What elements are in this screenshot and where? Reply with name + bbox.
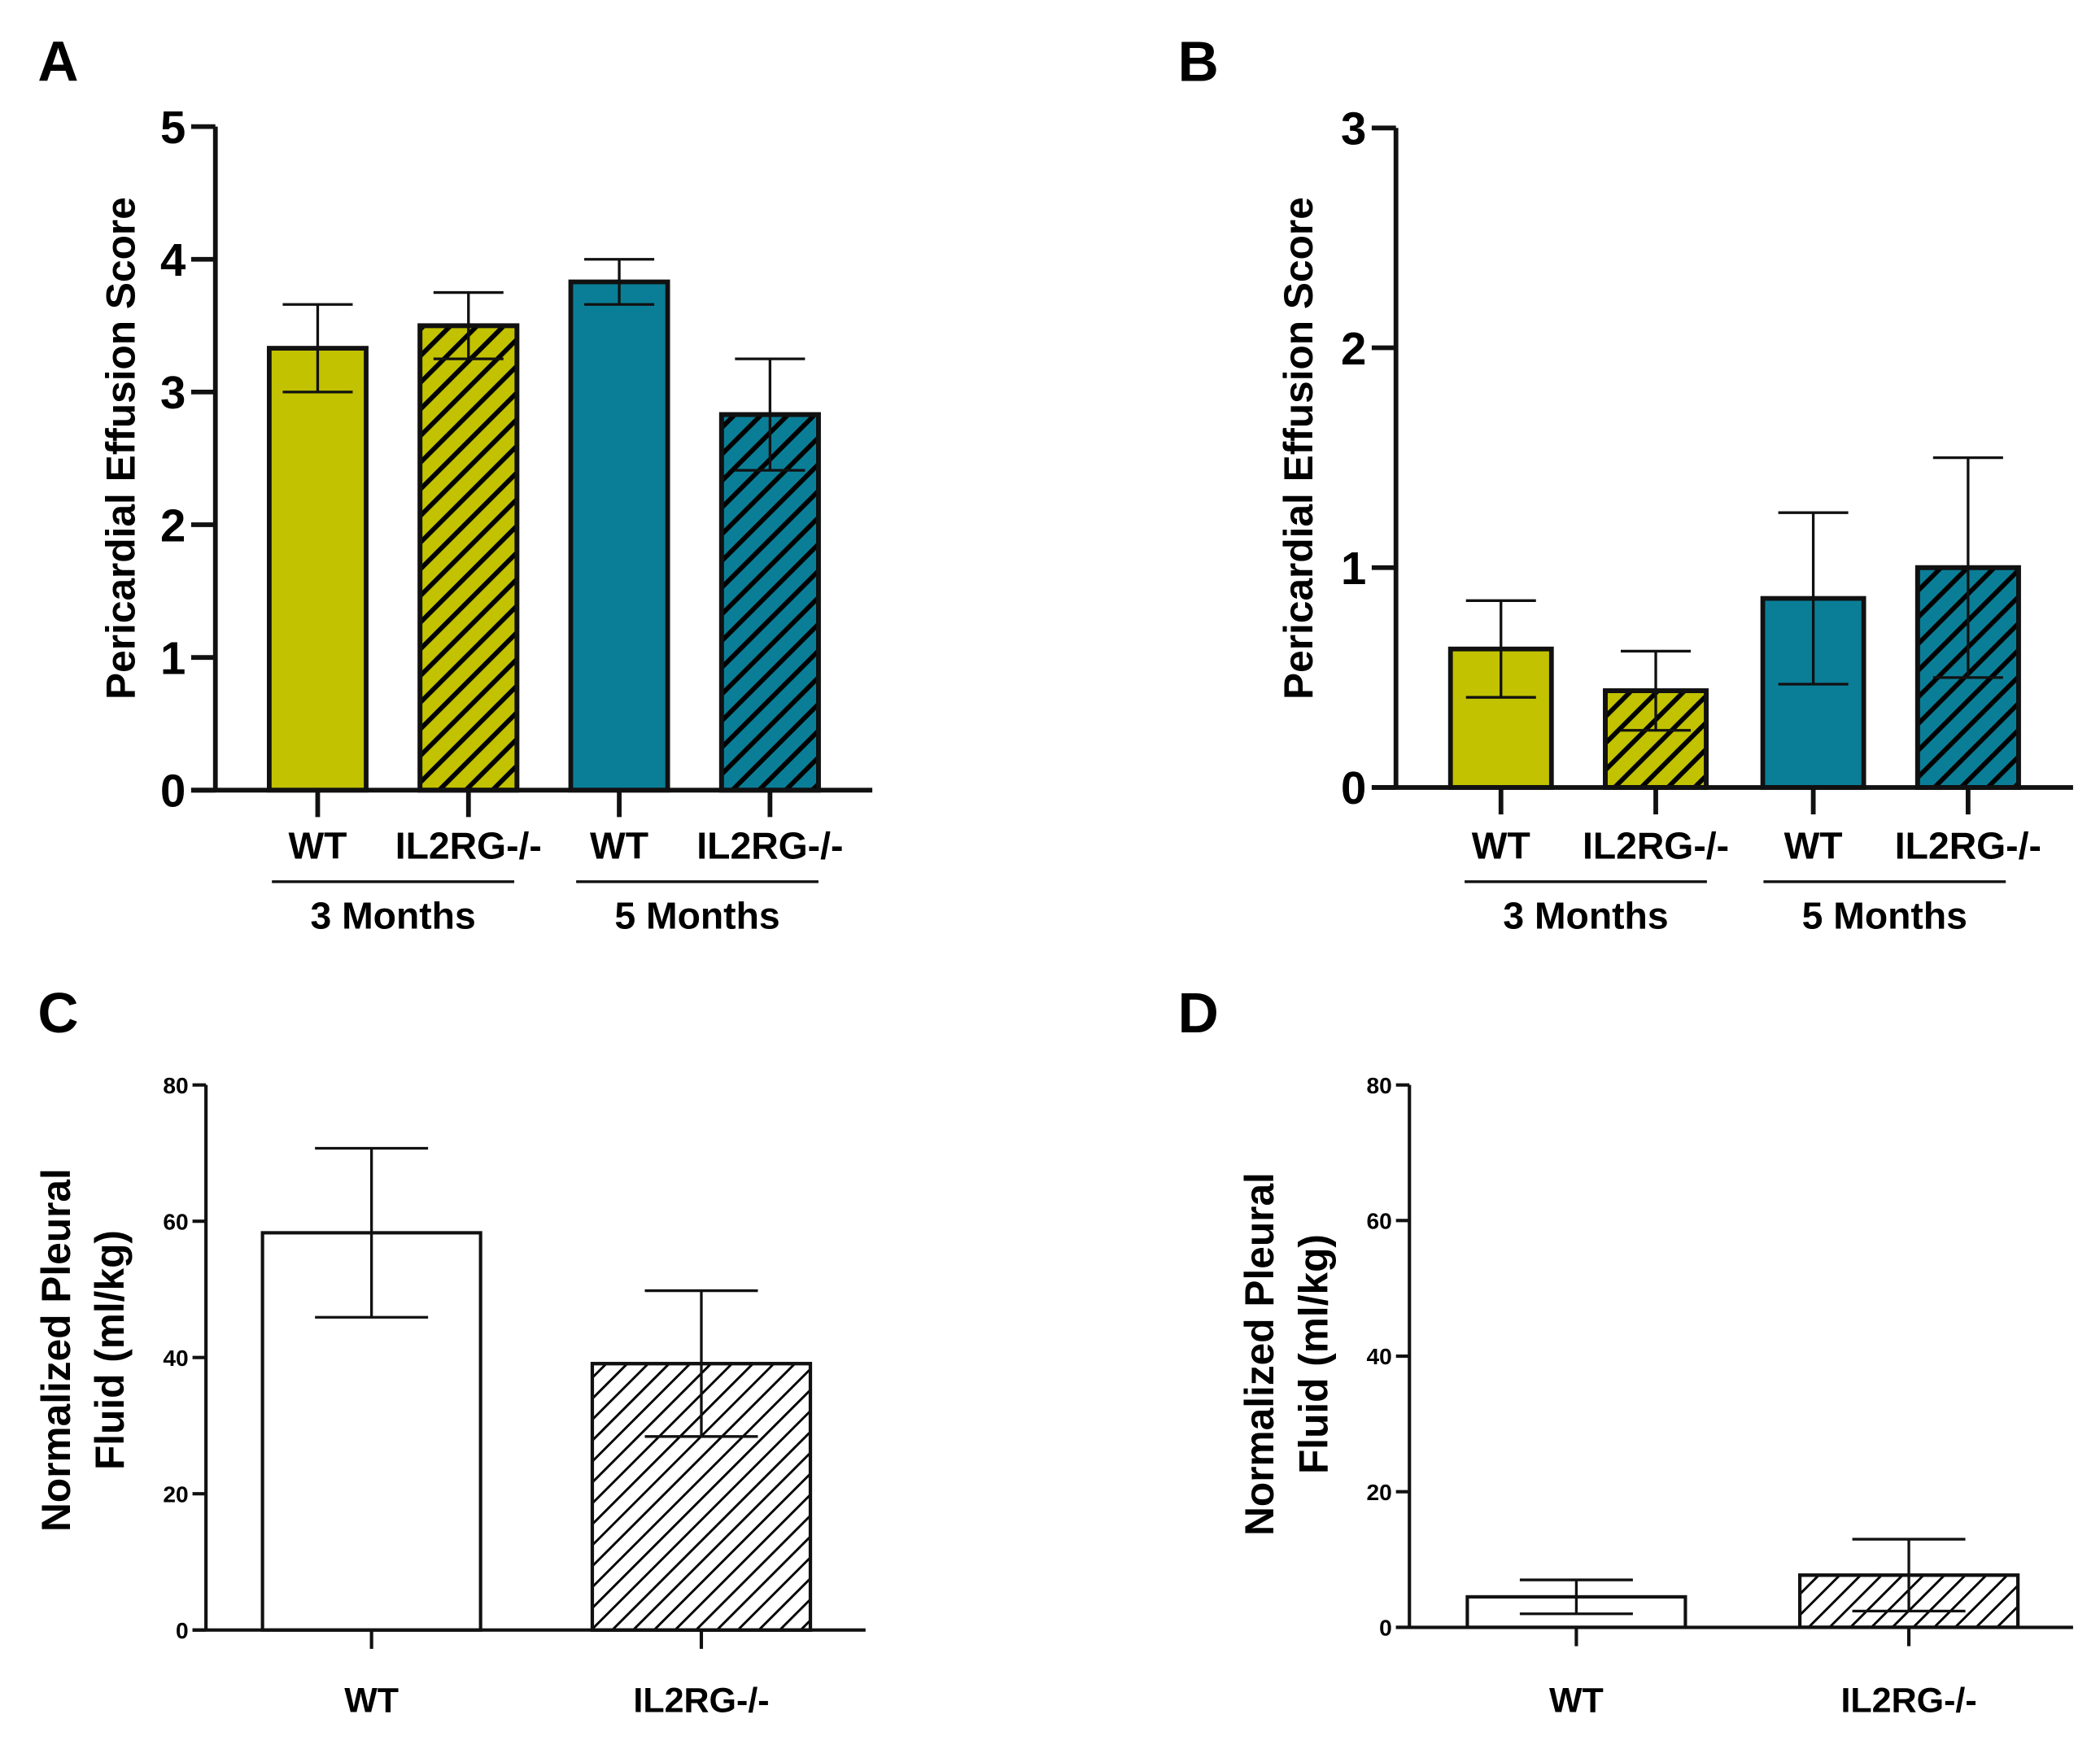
y-tick-label: 4 bbox=[160, 234, 186, 286]
y-tick-label: 1 bbox=[160, 632, 186, 683]
y-axis-label: Normalized Pleural bbox=[33, 1168, 79, 1532]
y-tick-label: 2 bbox=[1341, 323, 1366, 374]
panel-letter: D bbox=[1178, 981, 1219, 1045]
y-tick-label: 3 bbox=[160, 367, 186, 418]
panel-letter: A bbox=[37, 29, 78, 93]
y-tick-label: 0 bbox=[1341, 762, 1366, 814]
bar bbox=[267, 346, 369, 793]
y-tick-label: 0 bbox=[160, 766, 186, 817]
panel-b: B WT IL2RG-/- WT IL2RG-/- 0 1 2 3 Pericardial Eff… bbox=[1178, 29, 2073, 937]
y-axis-label: Pericardial Effusion Score bbox=[98, 197, 143, 700]
x-tick-label: WT bbox=[288, 825, 347, 867]
panel-letter: B bbox=[1178, 29, 1219, 93]
x-tick-label: IL2RG-/- bbox=[395, 825, 542, 867]
x-tick-label: IL2RG-/- bbox=[1583, 825, 1729, 867]
y-tick-label: 80 bbox=[1366, 1073, 1391, 1098]
x-tick-label: IL2RG-/- bbox=[696, 825, 843, 867]
y-tick-label: 5 bbox=[160, 102, 186, 153]
x-tick-label: WT bbox=[344, 1682, 399, 1721]
y-axis-label: Pericardial Effusion Score bbox=[1276, 197, 1321, 700]
y-axis-label: Fluid (ml/kg) bbox=[87, 1230, 133, 1470]
panel-d: D WT IL2RG-/- 0 20 40 60 80 Normalized Pleural Fl… bbox=[1178, 981, 2073, 1721]
y-tick-label: 3 bbox=[1341, 103, 1366, 155]
y-tick-label: 40 bbox=[1366, 1344, 1391, 1369]
group-label: 3 Months bbox=[310, 895, 475, 937]
y-tick-label: 40 bbox=[163, 1346, 188, 1371]
bar bbox=[568, 279, 670, 793]
group-label: 5 Months bbox=[1802, 895, 1967, 937]
x-tick-label: IL2RG-/- bbox=[633, 1682, 769, 1721]
panel-c: C WT IL2RG-/- 0 20 40 60 80 Normalized Pleural Fl… bbox=[33, 981, 866, 1721]
panel-a: A WT IL2RG-/- WT IL2RG-/- 0 1 2 3 4 5 Pericardial E… bbox=[37, 29, 873, 937]
group-label: 5 Months bbox=[614, 895, 779, 937]
y-tick-label: 1 bbox=[1341, 543, 1366, 594]
y-tick-label: 20 bbox=[1366, 1480, 1391, 1505]
y-tick-label: 0 bbox=[176, 1618, 189, 1643]
y-tick-label: 80 bbox=[163, 1073, 188, 1098]
x-tick-label: WT bbox=[1784, 825, 1843, 867]
group-label: 3 Months bbox=[1503, 895, 1668, 937]
y-tick-label: 60 bbox=[1366, 1208, 1391, 1233]
bar-hatch bbox=[417, 323, 520, 793]
panel-letter: C bbox=[37, 981, 78, 1045]
x-tick-label: WT bbox=[1549, 1682, 1604, 1721]
x-tick-label: IL2RG-/- bbox=[1895, 825, 2041, 867]
y-axis-label: Normalized Pleural bbox=[1237, 1172, 1282, 1536]
x-tick-label: IL2RG-/- bbox=[1840, 1682, 1976, 1721]
y-tick-label: 60 bbox=[163, 1209, 188, 1234]
y-axis-label: Fluid (ml/kg) bbox=[1290, 1234, 1336, 1474]
y-tick-label: 2 bbox=[160, 499, 186, 551]
y-tick-label: 0 bbox=[1379, 1616, 1392, 1641]
x-tick-label: WT bbox=[590, 825, 648, 867]
y-tick-label: 20 bbox=[163, 1481, 188, 1507]
x-tick-label: WT bbox=[1472, 825, 1530, 867]
